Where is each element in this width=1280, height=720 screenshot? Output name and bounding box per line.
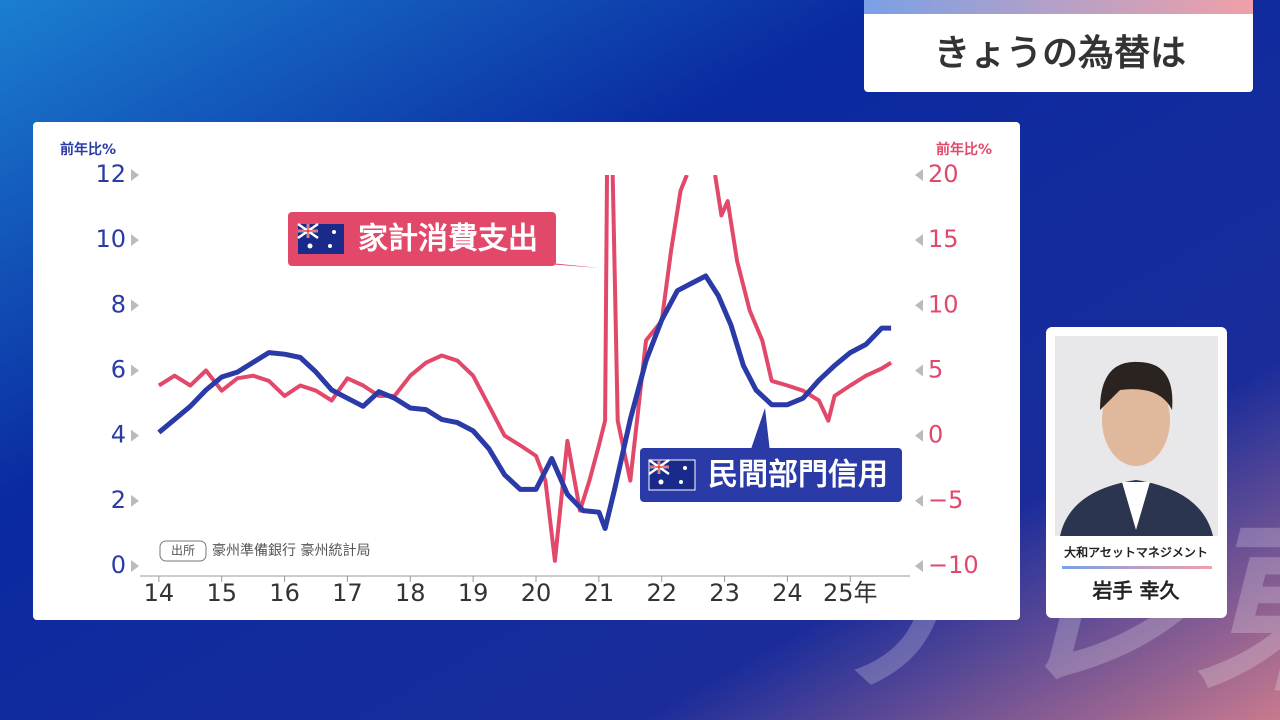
presenter-bar <box>1062 566 1212 569</box>
y-tick <box>131 234 139 247</box>
x-tick-label: 14 <box>144 579 175 607</box>
annotation-box <box>640 448 902 502</box>
x-tick-label: 23 <box>709 579 740 607</box>
y-tick-label: 0 <box>111 551 126 579</box>
y-tick-label: 2 <box>111 486 126 514</box>
source-tag-box <box>159 540 207 562</box>
y-tick-label: 6 <box>111 356 126 384</box>
photo-face <box>1102 374 1170 466</box>
y-tick <box>131 560 139 572</box>
annotation-label: 家計消費支出 <box>358 222 538 257</box>
y2-tick-label: 10 <box>928 290 959 318</box>
presenter-company: 大和アセットマネジメント <box>1064 545 1208 560</box>
y-tick <box>131 299 139 312</box>
title-bar <box>864 0 1253 14</box>
y2-tick <box>915 429 923 442</box>
y-tick <box>131 364 139 377</box>
y2-tick-label: 0 <box>928 421 943 449</box>
y2-tick-label: 15 <box>928 225 959 253</box>
y-tick-label: 12 <box>95 160 126 188</box>
y-tick <box>131 169 139 181</box>
annotation-pointer <box>750 408 770 452</box>
y2-label: 前年比% <box>936 141 992 158</box>
y-label: 前年比% <box>60 141 116 158</box>
y2-tick-label: −5 <box>928 486 963 514</box>
title: きょうの為替は <box>934 33 1186 74</box>
plot-area <box>157 175 893 563</box>
x-tick-label: 24 <box>772 579 803 607</box>
flag <box>297 222 344 254</box>
y2-tick-label: −10 <box>928 551 979 579</box>
y-tick <box>131 494 139 507</box>
photo-shirt <box>1122 482 1150 530</box>
presenter-name: 岩手 幸久 <box>1092 579 1181 603</box>
source: 豪州準備銀行 豪州統計局 <box>212 543 370 559</box>
y2-tick <box>915 234 923 247</box>
y2-tick <box>915 364 923 377</box>
x-tick-label: 15 <box>206 579 237 607</box>
x-tick-label: 19 <box>458 579 489 607</box>
y2-tick <box>915 560 923 572</box>
annotation-box <box>288 212 556 266</box>
flag <box>648 458 696 491</box>
photo-hair <box>1100 361 1173 410</box>
y-tick-label: 8 <box>111 290 126 318</box>
series-line <box>157 175 893 563</box>
x-tick-label: 25年 <box>823 579 878 607</box>
x-tick-label: 21 <box>584 579 615 607</box>
series-line <box>157 273 892 531</box>
y2-tick-label: 5 <box>928 356 943 384</box>
y2-tick <box>915 169 923 181</box>
y2-tick-label: 20 <box>928 160 959 188</box>
y2-tick <box>915 494 923 507</box>
source-tag: 出所 <box>171 544 195 558</box>
y2-tick <box>915 299 923 312</box>
x-tick-label: 22 <box>646 579 677 607</box>
y-tick-label: 10 <box>95 225 126 253</box>
title-box <box>864 0 1253 92</box>
x-tick-label: 20 <box>521 579 552 607</box>
y-tick-label: 4 <box>111 421 126 449</box>
x-tick-label: 16 <box>269 579 300 607</box>
annotation-label: 民間部門信用 <box>708 458 888 493</box>
x-tick-label: 18 <box>395 579 426 607</box>
y-tick <box>131 429 139 442</box>
x-tick-label: 17 <box>332 579 363 607</box>
